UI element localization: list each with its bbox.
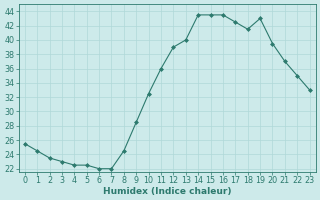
- X-axis label: Humidex (Indice chaleur): Humidex (Indice chaleur): [103, 187, 231, 196]
